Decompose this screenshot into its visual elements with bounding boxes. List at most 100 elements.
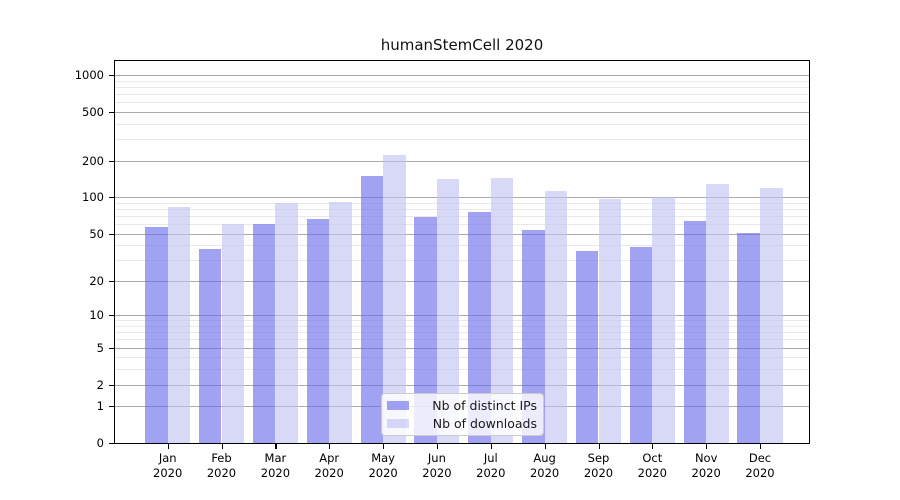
y-axis-tick xyxy=(109,443,114,445)
year-label: 2020 xyxy=(368,466,398,480)
bar-distinct-ips-may xyxy=(360,176,384,443)
minor-gridline xyxy=(115,326,809,327)
major-gridline xyxy=(115,197,809,199)
bar-downloads-mar xyxy=(275,202,298,443)
minor-gridline xyxy=(115,86,809,88)
month-label: Dec xyxy=(748,451,772,465)
major-gridline xyxy=(115,315,809,317)
year-label: 2020 xyxy=(691,466,721,480)
month-label: Feb xyxy=(211,451,232,465)
chart-title: humanStemCell 2020 xyxy=(380,36,544,54)
month-label: Oct xyxy=(642,451,663,465)
x-axis-tick xyxy=(436,444,439,449)
bar-downloads-aug xyxy=(544,191,568,443)
x-axis-tick-label: Oct 2020 xyxy=(625,451,679,481)
x-axis-tick-label: Jul 2020 xyxy=(464,451,518,481)
y-axis-tick-label: 1 xyxy=(96,399,104,414)
minor-gridline xyxy=(115,102,809,104)
month-label: Jun xyxy=(427,451,446,465)
legend: Nb of distinct IPs Nb of downloads xyxy=(381,393,544,436)
major-gridline xyxy=(115,233,809,235)
minor-gridline xyxy=(115,332,809,334)
y-axis-tick-label: 100 xyxy=(82,190,104,205)
minor-gridline xyxy=(115,139,809,140)
y-axis-tick-label: 50 xyxy=(89,226,104,241)
month-label: Sep xyxy=(587,451,610,465)
minor-gridline xyxy=(115,357,809,359)
minor-gridline xyxy=(115,93,809,95)
y-axis-tick xyxy=(109,197,114,199)
year-label: 2020 xyxy=(745,466,775,480)
major-gridline xyxy=(115,384,809,386)
minor-gridline xyxy=(115,320,809,322)
y-axis-tick xyxy=(109,347,114,349)
x-axis-tick xyxy=(544,444,546,449)
bar-distinct-ips-nov xyxy=(683,220,707,443)
legend-item-downloads: Nb of downloads xyxy=(387,416,537,431)
y-axis-tick xyxy=(109,315,114,317)
bar-downloads-jan xyxy=(167,207,191,443)
year-label: 2020 xyxy=(583,466,614,480)
minor-gridline xyxy=(115,215,809,217)
minor-gridline xyxy=(115,260,809,262)
x-axis-tick xyxy=(490,444,492,449)
bar-distinct-ips-aug xyxy=(522,229,545,443)
x-axis-tick-label: Mar 2020 xyxy=(248,451,302,481)
y-axis-tick xyxy=(109,233,114,235)
major-gridline xyxy=(115,160,809,162)
minor-gridline xyxy=(115,208,809,210)
x-axis-tick-label: Dec 2020 xyxy=(733,451,787,481)
x-axis-tick-label: Feb 2020 xyxy=(195,451,249,481)
year-label: 2020 xyxy=(637,466,667,480)
minor-gridline xyxy=(115,339,809,341)
plot-area: Nb of distinct IPs Nb of downloads xyxy=(114,60,810,444)
bar-distinct-ips-jan xyxy=(145,226,168,443)
year-label: 2020 xyxy=(314,466,344,480)
minor-gridline xyxy=(115,369,809,371)
year-label: 2020 xyxy=(529,466,560,480)
x-axis-tick-label: Apr 2020 xyxy=(302,451,356,481)
x-axis-tick xyxy=(329,444,331,449)
x-axis-tick xyxy=(652,444,654,449)
year-label: 2020 xyxy=(422,466,452,480)
y-axis-tick-label: 200 xyxy=(82,153,104,168)
x-axis-tick xyxy=(275,444,277,449)
x-axis-tick xyxy=(383,444,385,449)
major-gridline xyxy=(115,75,809,76)
year-label: 2020 xyxy=(206,466,237,480)
bar-distinct-ips-feb xyxy=(198,249,222,443)
legend-label-distinct-ips: Nb of distinct IPs xyxy=(432,398,537,413)
y-axis-tick xyxy=(109,384,114,386)
y-axis-tick xyxy=(109,75,114,77)
month-label: Apr xyxy=(319,451,340,465)
bar-distinct-ips-mar xyxy=(252,224,276,443)
month-label: Jul xyxy=(483,451,498,465)
y-axis-tick xyxy=(109,280,114,282)
y-axis-tick-label: 20 xyxy=(89,273,104,288)
bar-downloads-oct xyxy=(652,197,675,443)
bar-distinct-ips-apr xyxy=(306,219,330,443)
month-label: Nov xyxy=(694,451,718,465)
major-gridline xyxy=(115,280,809,282)
minor-gridline xyxy=(115,224,809,225)
minor-gridline xyxy=(115,123,809,125)
month-label: May xyxy=(371,451,395,465)
bar-downloads-apr xyxy=(329,201,352,443)
year-label: 2020 xyxy=(260,466,291,480)
y-axis-tick-label: 10 xyxy=(89,308,104,323)
month-label: Aug xyxy=(533,451,556,465)
major-gridline xyxy=(115,347,809,349)
x-axis-tick-label: Sep 2020 xyxy=(572,451,626,481)
bar-distinct-ips-sep xyxy=(575,250,599,443)
month-label: Mar xyxy=(264,451,287,465)
x-axis-tick-label: Jan 2020 xyxy=(141,451,195,481)
y-axis-tick-label: 2 xyxy=(96,377,104,392)
bar-downloads-dec xyxy=(760,187,783,443)
y-axis-tick xyxy=(109,111,114,113)
bar-downloads-nov xyxy=(706,183,729,443)
y-axis-tick-label: 500 xyxy=(82,104,104,119)
y-axis-tick xyxy=(109,406,114,408)
bar-distinct-ips-dec xyxy=(737,232,760,443)
minor-gridline xyxy=(115,245,809,247)
